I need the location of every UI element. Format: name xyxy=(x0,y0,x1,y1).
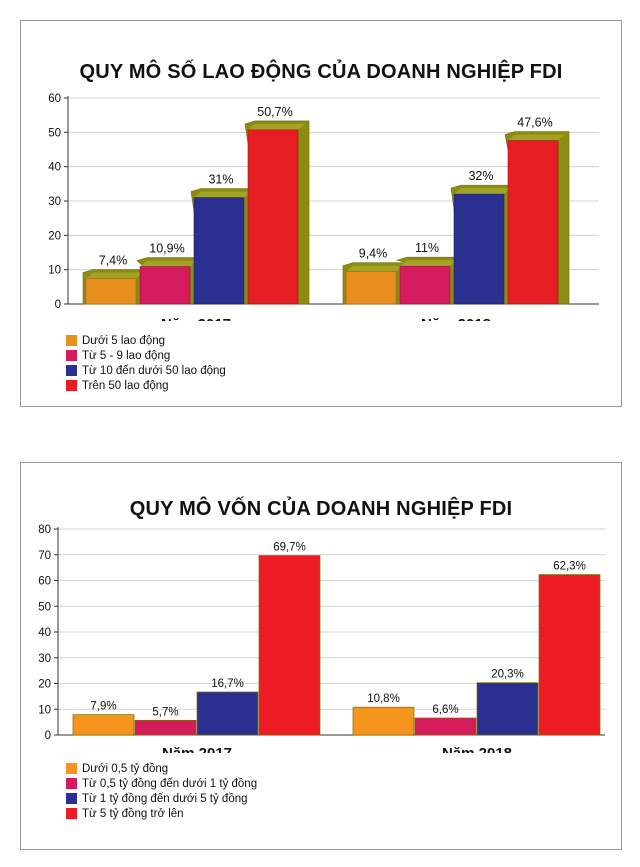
y-tick-label: 70 xyxy=(38,550,51,562)
bar xyxy=(139,266,191,305)
legend-swatch xyxy=(66,335,77,346)
legend-item: Từ 1 tỷ đồng đến dưới 5 tỷ đồng xyxy=(66,791,257,806)
legend-item: Từ 5 - 9 lao động xyxy=(66,348,226,363)
bar-top-face xyxy=(454,188,511,195)
y-tick-label: 0 xyxy=(45,730,51,742)
bar xyxy=(414,717,477,736)
bar xyxy=(453,193,505,305)
legend-label: Dưới 5 lao động xyxy=(82,334,166,347)
chart-panel-capital: QUY MÔ VỐN CỦA DOANH NGHIỆP FDI 0 10 20 30 4… xyxy=(20,462,622,850)
bar-top-face xyxy=(140,260,197,267)
legend-label: Từ 1 tỷ đồng đến dưới 5 tỷ đồng xyxy=(82,792,248,805)
legend-label: Trên 50 lao động xyxy=(82,379,169,392)
data-label: 32% xyxy=(468,169,493,183)
data-label: 50,7% xyxy=(257,105,292,119)
legend-label: Từ 10 đến dưới 50 lao động xyxy=(82,364,226,377)
chart-title: QUY MÔ SỐ LAO ĐỘNG CỦA DOANH NGHIỆP FDI xyxy=(79,61,563,83)
legend-label: Dưới 0,5 tỷ đồng xyxy=(82,762,169,775)
bar xyxy=(134,719,197,736)
data-label: 16,7% xyxy=(211,678,244,690)
data-label: 20,3% xyxy=(491,669,524,681)
data-label: 69,7% xyxy=(273,542,306,554)
y-tick-label: 80 xyxy=(38,524,51,536)
y-tick-label: 60 xyxy=(38,576,51,588)
category-label: Năm 2018 xyxy=(421,316,491,321)
chart-title: QUY MÔ VỐN CỦA DOANH NGHIỆP FDI xyxy=(129,498,513,520)
legend-swatch xyxy=(66,350,77,361)
y-tick-label: 20 xyxy=(38,679,51,691)
bar xyxy=(247,129,299,305)
data-label: 10,9% xyxy=(149,242,184,256)
chart-labor-svg: 0 10 20 30 40 50 60 7,4% 10,9% 31% 50,7% Năm 2017 9,… xyxy=(48,93,599,321)
data-label: 31% xyxy=(208,173,233,187)
bar-top-face xyxy=(86,272,143,279)
bar-top-face xyxy=(400,260,457,267)
data-label: 10,8% xyxy=(367,693,400,705)
legend-swatch xyxy=(66,365,77,376)
y-tick-label: 0 xyxy=(55,299,61,311)
legend-item: Trên 50 lao động xyxy=(66,378,226,393)
data-label: 6,6% xyxy=(432,704,458,716)
chart-capital-svg: 0 10 20 30 40 50 60 70 80 7,9% 5,7% 16,7% 69,7% Năm 2… xyxy=(38,524,605,753)
data-label: 62,3% xyxy=(553,561,586,573)
legend-swatch xyxy=(66,778,77,789)
data-label: 11% xyxy=(415,241,439,255)
category-label: Năm 2018 xyxy=(442,745,512,753)
bar xyxy=(345,271,397,305)
legend-item: Từ 0,5 tỷ đồng đến dưới 1 tỷ đồng xyxy=(66,776,257,791)
legend-swatch xyxy=(66,793,77,804)
category-label: Năm 2017 xyxy=(162,745,232,753)
legend-item: Dưới 5 lao động xyxy=(66,333,226,348)
data-label: 47,6% xyxy=(517,116,552,130)
legend-swatch xyxy=(66,808,77,819)
data-label: 7,4% xyxy=(99,254,128,268)
legend-item: Từ 10 đến dưới 50 lao động xyxy=(66,363,226,378)
y-tick-label: 30 xyxy=(48,196,61,208)
legend-labor: Dưới 5 lao động Từ 5 - 9 lao động Từ 10 đế… xyxy=(66,333,226,393)
bar xyxy=(507,140,559,305)
legend-item: Dưới 0,5 tỷ đồng xyxy=(66,761,257,776)
bar-top-face xyxy=(194,191,251,198)
y-tick-label: 40 xyxy=(38,627,51,639)
bar xyxy=(352,706,415,736)
y-tick-label: 60 xyxy=(48,93,61,105)
bar xyxy=(538,574,601,736)
bar xyxy=(399,265,451,305)
legend-label: Từ 5 - 9 lao động xyxy=(82,349,171,362)
bar xyxy=(85,278,137,305)
y-tick-label: 20 xyxy=(48,230,61,242)
bar-top-face xyxy=(248,123,305,130)
bar-top-face xyxy=(508,134,565,141)
legend-item: Từ 5 tỷ đồng trở lên xyxy=(66,806,257,821)
data-label: 9,4% xyxy=(359,247,388,261)
y-tick-label: 30 xyxy=(38,653,51,665)
bar xyxy=(258,555,321,736)
legend-capital: Dưới 0,5 tỷ đồng Từ 0,5 tỷ đồng đến dưới … xyxy=(66,761,257,821)
legend-swatch xyxy=(66,380,77,391)
y-tick-label: 50 xyxy=(38,601,51,613)
y-tick-label: 50 xyxy=(48,127,61,139)
bar xyxy=(72,714,135,736)
bar xyxy=(196,691,259,736)
bar-top-face xyxy=(346,265,403,272)
bar xyxy=(193,197,245,305)
data-label: 5,7% xyxy=(152,706,178,718)
legend-label: Từ 5 tỷ đồng trở lên xyxy=(82,807,184,820)
y-tick-label: 40 xyxy=(48,162,61,174)
category-label: Năm 2017 xyxy=(161,316,231,321)
legend-label: Từ 0,5 tỷ đồng đến dưới 1 tỷ đồng xyxy=(82,777,258,790)
legend-swatch xyxy=(66,763,77,774)
data-label: 7,9% xyxy=(90,701,116,713)
chart-panel-labor: QUY MÔ SỐ LAO ĐỘNG CỦA DOANH NGHIỆP FDI … xyxy=(20,20,622,407)
y-tick-label: 10 xyxy=(48,265,61,277)
y-tick-label: 10 xyxy=(38,704,51,716)
bar xyxy=(476,682,539,736)
